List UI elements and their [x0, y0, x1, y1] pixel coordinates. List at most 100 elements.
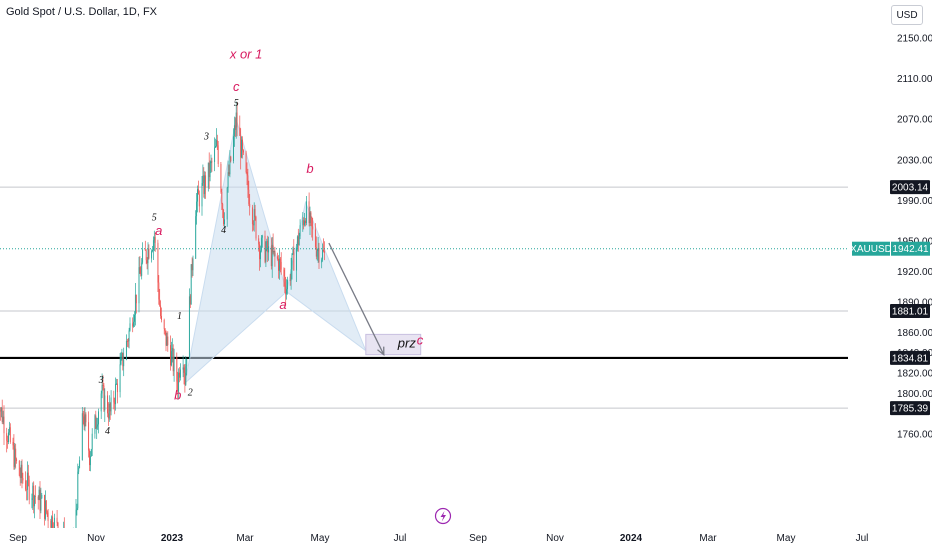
candle-body: [56, 517, 58, 523]
time-tick-label: Nov: [87, 533, 105, 544]
candle-body: [0, 410, 1, 412]
wave-label: a: [155, 223, 162, 238]
candle-body: [216, 140, 218, 146]
candle-body: [141, 262, 143, 276]
candle-body: [277, 256, 279, 259]
candle-body: [154, 236, 156, 243]
projection-arrow: [328, 242, 385, 357]
candle-body: [240, 135, 242, 158]
candle-body: [298, 236, 300, 246]
candle-body: [16, 459, 18, 462]
candle-body: [123, 359, 125, 367]
last-price-tag: [891, 241, 930, 256]
candle-body: [323, 251, 325, 253]
candle-body: [205, 175, 207, 188]
candle-body: [191, 264, 193, 271]
candle-body: [188, 296, 190, 359]
candle-body: [116, 383, 118, 393]
time-tick-label: Mar: [699, 533, 717, 544]
candle-body: [132, 323, 134, 327]
time-axis[interactable]: Sep Nov 2023 Mar May Jul Sep Nov 2024 Mar May Jul: [0, 528, 932, 550]
candle-body: [108, 403, 110, 419]
level-price-tag: [890, 304, 930, 319]
candle-body: [41, 495, 43, 499]
candle-body: [12, 441, 14, 446]
candle-body: [284, 276, 286, 287]
candle-body: [170, 351, 172, 366]
candle-body: [145, 250, 147, 261]
currency-button[interactable]: USD: [891, 5, 923, 25]
candle-body: [3, 416, 5, 434]
candle-body: [20, 464, 22, 478]
candle-body: [78, 468, 80, 472]
candle-body: [287, 279, 288, 290]
wave-label: 2: [188, 387, 193, 398]
candle-body: [32, 485, 34, 499]
candle-body: [95, 415, 97, 429]
candle-body: [148, 248, 150, 259]
candle-body: [147, 248, 149, 264]
candle-body: [184, 372, 186, 385]
horizontal-levels: [0, 186, 848, 409]
candle-body: [94, 415, 96, 434]
candle-body: [127, 341, 129, 342]
candle-body: [242, 150, 244, 153]
candle-body: [22, 478, 24, 481]
candle-body: [103, 385, 105, 411]
candle-body: [228, 172, 230, 175]
candle-body: [119, 364, 121, 393]
candle-body: [50, 520, 52, 528]
level-price-tag: [890, 401, 930, 416]
candle-body: [176, 357, 178, 382]
candle-body: [215, 145, 216, 148]
candle-body: [35, 495, 36, 497]
candle-body: [109, 403, 111, 412]
candle-body: [81, 413, 83, 461]
candle-body: [8, 427, 10, 433]
pattern-triangle-bcd: [286, 200, 367, 353]
candle-body: [208, 162, 210, 178]
candle-body: [15, 448, 17, 460]
candle-body: [248, 189, 250, 204]
candle-body: [266, 240, 268, 250]
candle-body: [241, 139, 243, 158]
candle-body: [171, 347, 173, 352]
time-tick-label: May: [311, 533, 330, 544]
candle-body: [138, 267, 140, 304]
candle-body: [278, 258, 279, 271]
candle-body: [323, 249, 324, 252]
candle-body: [40, 498, 42, 511]
candle-body: [310, 212, 312, 218]
candle-body: [183, 367, 185, 373]
candle-body: [278, 258, 280, 271]
candle-body: [120, 357, 122, 365]
candle-body: [177, 381, 179, 392]
candle-body: [9, 427, 11, 442]
candle-body: [254, 209, 256, 218]
candle-body: [305, 220, 306, 224]
wave-label: 4: [221, 225, 226, 236]
price-tick-label: 1760.00: [897, 429, 932, 440]
candle-body: [215, 140, 217, 146]
candle-body: [196, 201, 198, 217]
candle-body: [134, 314, 135, 322]
candle-body: [227, 172, 229, 188]
lightning-icon[interactable]: [434, 507, 452, 525]
candle-body: [252, 224, 254, 226]
candle-body: [308, 201, 310, 224]
candle-body: [224, 219, 225, 225]
candle-body: [28, 479, 30, 500]
prz-zone: prz c: [365, 332, 424, 356]
candle-body: [195, 216, 197, 259]
price-axis[interactable]: 2150.002110.002070.002030.001990.001950.…: [848, 0, 932, 550]
price-tags: 2003.14 1881.01 1834.81 1785.39 XAUUSD 1942.4…: [850, 180, 930, 416]
wave-label: 5: [234, 98, 239, 109]
candle-body: [312, 226, 314, 230]
candle-body: [317, 247, 319, 252]
candle-body: [290, 269, 292, 281]
candle-body: [45, 500, 47, 511]
candle-body: [76, 508, 78, 510]
candle-body: [161, 315, 162, 320]
